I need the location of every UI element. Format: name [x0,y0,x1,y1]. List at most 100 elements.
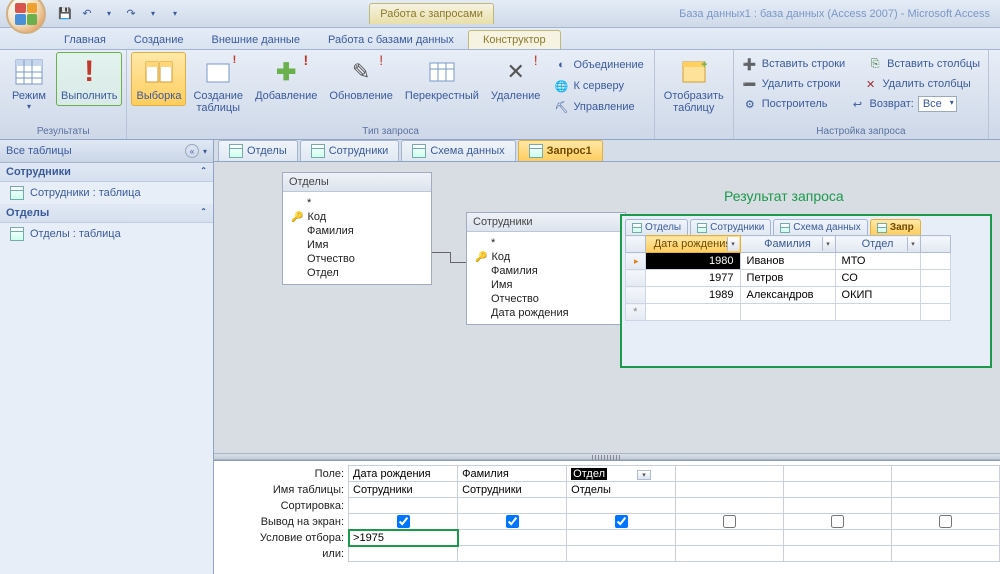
update-button[interactable]: ✎! Обновление [324,52,398,106]
insert-rows-button[interactable]: ➕Вставить строки [738,55,849,73]
save-icon[interactable]: 💾 [56,5,74,23]
row-selector[interactable] [626,287,646,304]
table-icon [877,223,887,233]
table-field[interactable]: Имя [291,238,423,252]
nav-item[interactable]: Отделы : таблица [0,223,213,245]
title-bar: 💾 ↶ ▾ ↷ ▾ ▾ Работа с запросами База данн… [0,0,1000,28]
table-field[interactable]: Фамилия [475,264,617,278]
insert-cols-button[interactable]: ⎘Вставить столбцы [863,55,984,73]
table-field[interactable]: Фамилия [291,224,423,238]
delete-cols-button[interactable]: ✕Удалить столбцы [859,75,975,93]
tab-external[interactable]: Внешние данные [198,31,314,49]
column-header[interactable]: Дата рождения▾ [645,236,740,253]
column-header[interactable]: Фамилия▾ [740,236,835,253]
tab-home[interactable]: Главная [50,31,120,49]
view-button[interactable]: Режим ▾ [4,52,54,115]
join-line[interactable] [432,252,450,253]
delete-query-button[interactable]: ✕! Удаление [486,52,546,106]
crosstab-button[interactable]: Перекрестный [400,52,484,106]
tab-create[interactable]: Создание [120,31,198,49]
result-doc-tab[interactable]: Отделы [625,219,688,235]
undo-icon[interactable]: ↶ [78,5,96,23]
select-query-button[interactable]: Выборка [131,52,186,106]
show-checkbox[interactable] [831,515,844,528]
table-row[interactable]: 1977ПетровСО [626,270,951,287]
pane-splitter[interactable] [214,453,1000,460]
criteria-field-cell[interactable]: Отдел▾ [567,466,676,482]
nav-header[interactable]: Все таблицы « ▾ [0,140,213,163]
totals-button[interactable]: Σ Итоги [993,52,1000,106]
append-button[interactable]: ✚! Добавление [250,52,322,106]
join-line[interactable] [450,252,451,262]
select-query-icon [143,56,175,88]
table-row[interactable]: 1980ИвановМТО [626,253,951,270]
query-design-canvas[interactable]: Отделы *🔑КодФамилияИмяОтчествоОтдел Сотр… [214,162,1000,574]
doc-tab[interactable]: Запрос1 [518,140,603,161]
return-dropdown[interactable]: Все▾ [918,96,957,112]
nav-item[interactable]: Сотрудники : таблица [0,182,213,204]
show-checkbox[interactable] [397,515,410,528]
table-field[interactable]: Отчество [475,292,617,306]
doc-tab[interactable]: Схема данных [401,140,515,161]
criteria-field-cell[interactable]: Дата рождения [349,466,458,482]
join-line[interactable] [450,262,466,263]
column-header[interactable]: Отдел▾ [835,236,920,253]
collapse-icon[interactable]: ⌃ [200,166,207,178]
column-header[interactable] [920,236,950,253]
qat-customize-icon[interactable]: ▾ [166,5,184,23]
builder-button[interactable]: ⚙Построитель [738,95,832,113]
criteria-field-cell[interactable]: Фамилия [458,466,567,482]
ddl-button[interactable]: ⛏Управление [549,98,647,116]
table-field[interactable]: Отдел [291,266,423,280]
row-selector[interactable] [626,253,646,270]
chevron-down-icon[interactable]: ▾ [203,147,207,156]
select-all-corner[interactable] [626,236,646,253]
table-box-sotrudniki[interactable]: Сотрудники *🔑КодФамилияИмяОтчествоДата р… [466,212,626,325]
chevron-down-icon[interactable]: ▾ [822,237,834,251]
show-checkbox[interactable] [615,515,628,528]
show-checkbox[interactable] [506,515,519,528]
show-checkbox[interactable] [723,515,736,528]
undo-dropdown-icon[interactable]: ▾ [100,5,118,23]
table-field[interactable]: * [475,236,617,250]
result-doc-tab[interactable]: Запр [870,219,921,235]
nav-group-header[interactable]: Сотрудники⌃ [0,163,213,182]
doc-tab[interactable]: Сотрудники [300,140,400,161]
table-field[interactable]: Дата рождения [475,306,617,320]
result-doc-tab[interactable]: Схема данных [773,219,868,235]
maketable-button[interactable]: ! Создание таблицы [188,52,248,118]
delete-rows-button[interactable]: ➖Удалить строки [738,75,845,93]
document-tabs: ОтделыСотрудникиСхема данныхЗапрос1 [214,140,1000,162]
doc-tab[interactable]: Отделы [218,140,298,161]
show-table-button[interactable]: + Отобразить таблицу [659,52,729,118]
nav-group-header[interactable]: Отделы⌃ [0,204,213,223]
table-field[interactable]: 🔑Код [291,210,423,224]
table-row[interactable]: 1989АлександровОКИП [626,287,951,304]
table-field[interactable]: 🔑Код [475,250,617,264]
nav-collapse-icon[interactable]: « [185,144,199,158]
chevron-down-icon[interactable]: ▾ [637,470,651,480]
union-button[interactable]: ◐Объединение [549,56,647,74]
chevron-down-icon[interactable]: ▾ [727,237,739,251]
collapse-icon[interactable]: ⌃ [200,207,207,219]
table-field[interactable]: Имя [475,278,617,292]
chevron-down-icon[interactable]: ▾ [907,237,919,251]
criteria-cell[interactable]: >1975 [349,530,458,546]
show-checkbox[interactable] [939,515,952,528]
run-button[interactable]: ! Выполнить [56,52,122,106]
return-control[interactable]: ↩Возврат: Все▾ [846,95,961,113]
table-field[interactable]: Отчество [291,252,423,266]
redo-icon[interactable]: ↷ [122,5,140,23]
new-row[interactable]: * [626,304,951,321]
schema-icon [412,144,426,158]
row-selector[interactable] [626,270,646,287]
tab-database[interactable]: Работа с базами данных [314,31,468,49]
exclaim-icon: ! [73,56,105,88]
table-box-otdely[interactable]: Отделы *🔑КодФамилияИмяОтчествоОтдел [282,172,432,285]
tab-design[interactable]: Конструктор [468,30,561,49]
table-field[interactable]: * [291,196,423,210]
result-doc-tab[interactable]: Сотрудники [690,219,771,235]
criteria-grid[interactable]: Поле:Дата рожденияФамилияОтдел▾ Имя табл… [214,460,1000,574]
redo-dropdown-icon[interactable]: ▾ [144,5,162,23]
passthrough-button[interactable]: 🌐К серверу [549,77,647,95]
